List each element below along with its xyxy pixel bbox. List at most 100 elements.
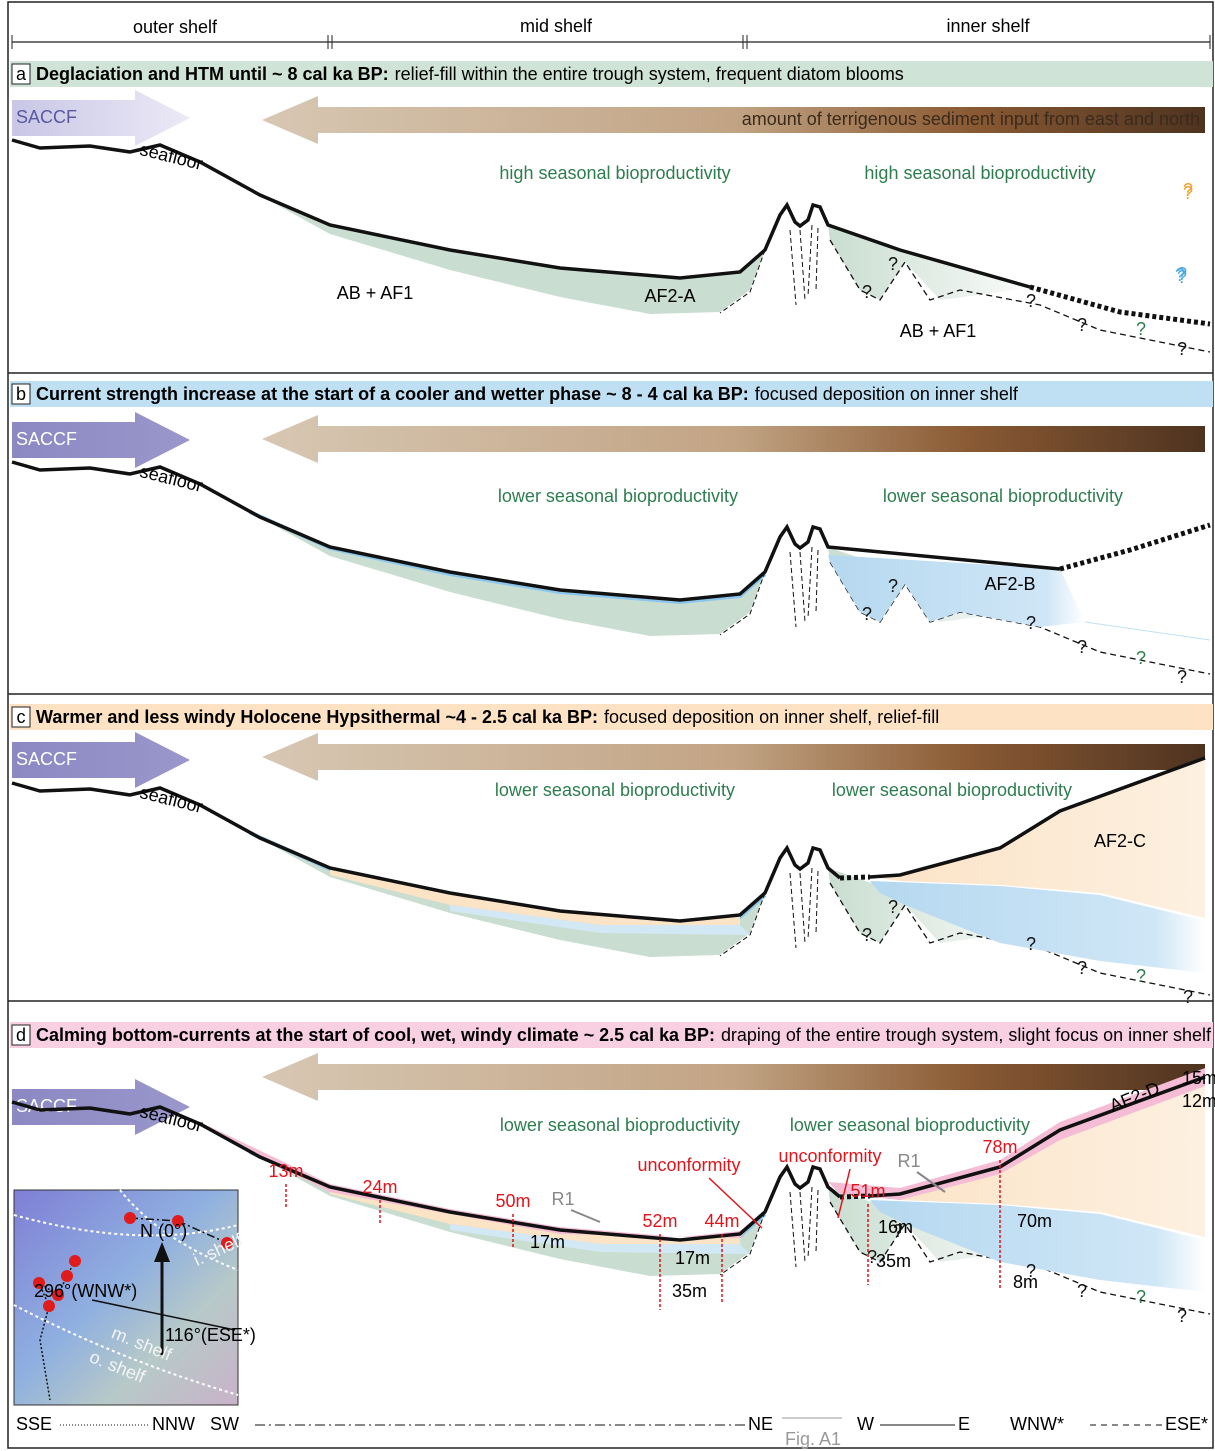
figure-ref: Fig. A1: [785, 1429, 841, 1449]
dashed-root: [808, 868, 812, 939]
question-mark: ?: [888, 254, 898, 274]
core-site: [69, 1255, 81, 1267]
depth-label: 52m: [642, 1211, 677, 1231]
title-rest: focused deposition on inner shelf: [755, 384, 1019, 404]
panel-title: Deglaciation and HTM until ~ 8 cal ka BP…: [36, 64, 904, 84]
title-bold: Deglaciation and HTM until ~ 8 cal ka BP…: [36, 64, 389, 84]
panel-letter: b: [16, 384, 26, 404]
thickness-label: 12m: [1182, 1091, 1215, 1111]
current-label: SACCF: [16, 107, 77, 127]
dashed-root: [816, 550, 818, 612]
dashed-root: [808, 1187, 812, 1258]
title-bold: Calming bottom-currents at the start of …: [36, 1025, 715, 1045]
seafloor-label: seafloor: [138, 461, 205, 496]
dashed-root: [808, 547, 812, 618]
dashed-root: [790, 552, 796, 627]
question-mark: ?: [1136, 319, 1146, 339]
seafloor-dotted: [1030, 287, 1210, 324]
unit-label: AB + AF1: [337, 283, 414, 303]
dashed-root: [800, 552, 805, 622]
sediment-arrow: [262, 733, 1205, 781]
depth-label: 51m: [850, 1181, 885, 1201]
panel-title: Current strength increase at the start o…: [36, 384, 1019, 404]
orientation-label: NE: [748, 1414, 773, 1434]
sediment-arrow: [262, 1053, 1205, 1101]
depth-label: 44m: [704, 1211, 739, 1231]
panel-letter: a: [16, 64, 27, 84]
dashed-root: [800, 230, 805, 300]
arrow-label: amount of terrigenous sediment input fro…: [742, 109, 1200, 129]
question-mark: ?: [1177, 267, 1187, 287]
question-mark: ?: [1136, 966, 1146, 986]
orientation-label: SW: [210, 1414, 239, 1434]
title-rest: focused deposition on inner shelf, relie…: [604, 707, 939, 727]
bioproductivity: high seasonal bioproductivity: [499, 163, 730, 183]
depth-label: 78m: [982, 1137, 1017, 1157]
dashed-root: [790, 230, 796, 305]
header: outer shelf mid shelf inner shelf: [12, 16, 1210, 49]
title-rest: relief-fill within the entire trough sys…: [395, 64, 904, 84]
reflector-label: R1: [897, 1151, 920, 1171]
sediment-arrow: [262, 415, 1205, 463]
question-mark: ?: [1136, 648, 1146, 668]
thickness-label: 16m: [878, 1217, 913, 1237]
question-mark: ?: [1177, 667, 1187, 687]
trough-fill: [200, 484, 765, 636]
title-bold: Warmer and less windy Holocene Hypsither…: [36, 707, 598, 727]
unit-label: AF2-A: [644, 286, 695, 306]
panel-letter: d: [16, 1025, 26, 1045]
question-mark: ?: [862, 604, 872, 624]
title-bold: Current strength increase at the start o…: [36, 384, 749, 404]
thickness-label: 17m: [530, 1232, 565, 1252]
thickness-label: 15m: [1182, 1068, 1215, 1088]
seafloor-dotted: [1060, 525, 1210, 569]
dashed-root: [790, 873, 796, 948]
zone-label: outer shelf: [133, 17, 218, 37]
dashed-root: [800, 873, 805, 943]
question-mark: ?: [1026, 934, 1036, 954]
unit-label: AB + AF1: [900, 321, 977, 341]
reflector-label: R1: [551, 1189, 574, 1209]
inset-label: N (0°): [140, 1221, 187, 1241]
core-site: [124, 1212, 136, 1224]
question-mark: ?: [888, 897, 898, 917]
question-mark: ?: [1077, 637, 1087, 657]
panel-letter: c: [17, 707, 26, 727]
orientation-label: ESE*: [1165, 1414, 1208, 1434]
current-label: SACCF: [16, 429, 77, 449]
question-mark: ?: [1183, 987, 1193, 1007]
question-mark: ?: [1077, 1281, 1087, 1301]
unconformity-label: unconformity: [778, 1146, 881, 1166]
question-mark: ?: [1136, 1287, 1146, 1307]
dashed-root: [790, 1192, 796, 1267]
boundary: [1085, 622, 1210, 640]
thickness-label: 35m: [876, 1251, 911, 1271]
orientation-label: SSE: [16, 1414, 52, 1434]
bioproductivity: lower seasonal bioproductivity: [495, 780, 735, 800]
core-site: [43, 1300, 55, 1312]
unit-label: AF2-C: [1094, 831, 1146, 851]
title-rest: draping of the entire trough system, sli…: [721, 1025, 1212, 1045]
reflector-arrow: [571, 1210, 600, 1222]
thickness-label: 70m: [1017, 1211, 1052, 1231]
zone-label: inner shelf: [946, 16, 1030, 36]
orientation-label: NNW: [152, 1414, 195, 1434]
bioproductivity: lower seasonal bioproductivity: [832, 780, 1072, 800]
orientation-label: WNW*: [1010, 1414, 1064, 1434]
dashed-root: [800, 1192, 805, 1262]
orientation-label: W: [857, 1414, 874, 1434]
inset-label: 296°(WNW*): [34, 1281, 137, 1301]
dashed-root: [816, 1190, 818, 1252]
depth-label: 13m: [268, 1161, 303, 1181]
bioproductivity: lower seasonal bioproductivity: [500, 1115, 740, 1135]
unconformity-label: unconformity: [637, 1155, 740, 1175]
bioproductivity: lower seasonal bioproductivity: [883, 486, 1123, 506]
dashed-root: [816, 871, 818, 933]
bioproductivity: lower seasonal bioproductivity: [790, 1115, 1030, 1135]
question-mark: ?: [1026, 291, 1036, 311]
panel-title: Calming bottom-currents at the start of …: [36, 1025, 1212, 1045]
thickness-label: 8m: [1013, 1272, 1038, 1292]
current-label: SACCF: [16, 749, 77, 769]
figure: outer shelf mid shelf inner shelf a Degla…: [0, 0, 1215, 1451]
bioproductivity: lower seasonal bioproductivity: [498, 486, 738, 506]
